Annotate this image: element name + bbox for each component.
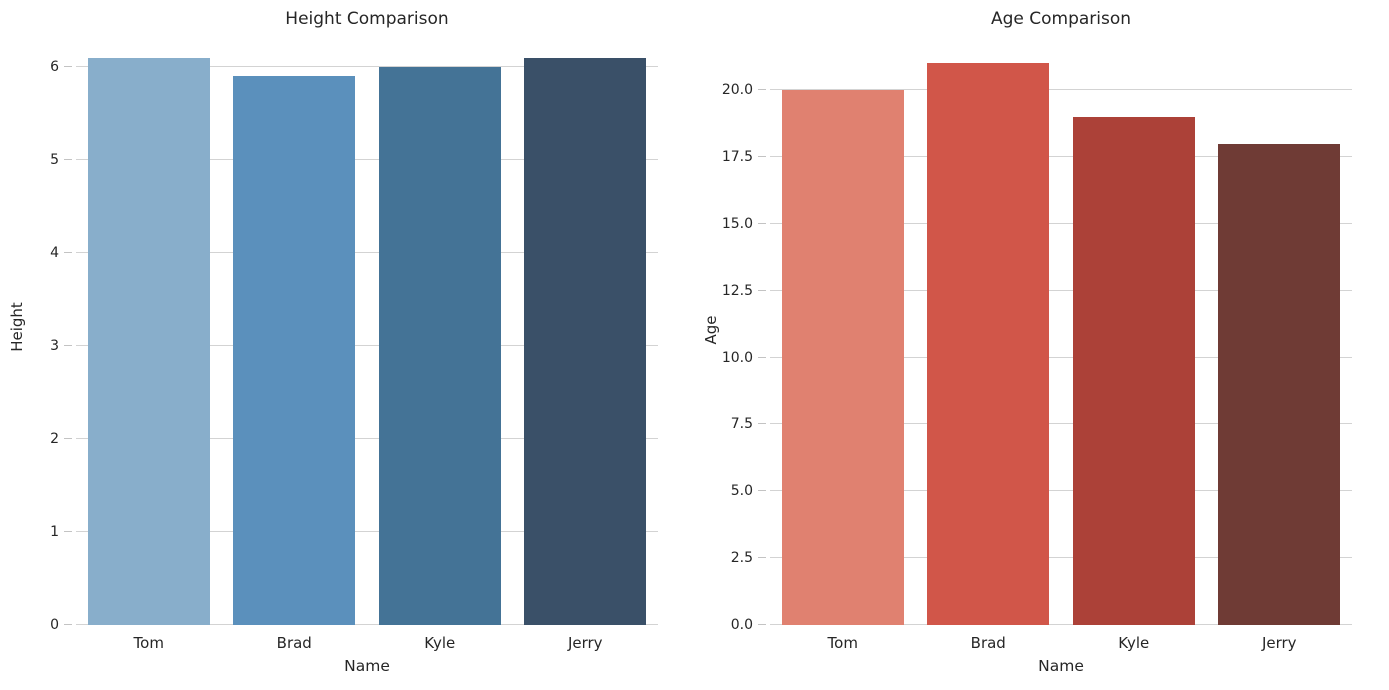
bar-jerry: [524, 57, 647, 625]
gridline: [770, 557, 1352, 559]
y-tick-mark: [64, 66, 72, 68]
gridline: [770, 222, 1352, 224]
y-tick-label: 15.0: [721, 215, 753, 232]
gridline: [770, 423, 1352, 425]
y-tick-mark: [758, 155, 766, 157]
gridline: [770, 490, 1352, 492]
y-tick-label: 2.5: [730, 550, 753, 567]
bar-kyle: [378, 67, 501, 625]
height-comparison-chart: Height Comparison Height 0 1 2 3 4 5 6 Tom Brad K…: [0, 0, 694, 690]
y-tick-mark: [758, 490, 766, 492]
x-tick-label: Brad: [970, 634, 1006, 652]
x-tick-label: Jerry: [567, 634, 603, 652]
x-tick-label: Tom: [133, 634, 164, 652]
y-tick-label: 10.0: [721, 349, 753, 366]
gridline: [76, 531, 658, 533]
x-tick-label: Brad: [276, 634, 312, 652]
plot-area: 0.0 2.5 5.0 7.5 10.0 12.5 15.0 17.5 20.0 Tom Brad K…: [722, 35, 1352, 652]
y-tick-mark: [758, 557, 766, 559]
y-tick-mark: [758, 624, 766, 625]
y-tick-mark: [64, 345, 72, 347]
y-tick-mark: [64, 159, 72, 161]
y-tick-mark: [64, 624, 72, 625]
y-tick-label: 6: [50, 59, 59, 76]
y-tick-mark: [758, 356, 766, 358]
y-tick-mark: [64, 252, 72, 254]
y-tick-label: 0.0: [730, 617, 753, 633]
x-tick-label: Jerry: [1261, 634, 1297, 652]
x-tick-label: Kyle: [1118, 634, 1150, 652]
bar-jerry: [1218, 143, 1341, 625]
y-axis-label: Age: [702, 315, 720, 345]
chart-title: Height Comparison: [285, 9, 449, 29]
y-tick-label: 1: [50, 524, 59, 541]
gridline: [770, 89, 1352, 91]
y-tick-label: 5.0: [730, 483, 753, 500]
y-tick-label: 3: [50, 338, 59, 355]
gridline: [76, 345, 658, 347]
gridline: [770, 356, 1352, 358]
y-tick-mark: [758, 222, 766, 224]
y-tick-label: 2: [50, 431, 59, 448]
gridline: [76, 66, 658, 68]
y-tick-mark: [758, 423, 766, 425]
gridline: [76, 159, 658, 161]
y-tick-label: 7.5: [730, 416, 753, 433]
y-tick-label: 12.5: [721, 282, 753, 299]
y-tick-label: 20.0: [721, 82, 753, 99]
y-tick-mark: [64, 438, 72, 440]
y-axis-label: Height: [8, 302, 26, 352]
gridline: [770, 289, 1352, 291]
x-axis-label: Name: [344, 657, 390, 675]
x-axis-label: Name: [1038, 657, 1084, 675]
gridline: [770, 624, 1352, 625]
y-tick-label: 17.5: [721, 148, 753, 165]
y-tick-label: 4: [50, 245, 59, 262]
x-tick-label: Tom: [827, 634, 858, 652]
gridline: [76, 624, 658, 625]
y-tick-mark: [758, 289, 766, 291]
age-comparison-chart: Age Comparison Age 0.0 2.5 5.0 7.5 10.0 12.5 1…: [694, 0, 1388, 690]
bar-kyle: [1072, 116, 1195, 625]
y-tick-mark: [64, 531, 72, 533]
plot-area: 0 1 2 3 4 5 6 Tom Brad Kyle Jerry: [50, 29, 658, 652]
y-tick-label: 0: [50, 617, 59, 633]
gridline: [76, 252, 658, 254]
gridline: [770, 155, 1352, 157]
bar-tom: [87, 57, 210, 625]
bar-brad: [927, 63, 1050, 625]
chart-title: Age Comparison: [990, 9, 1132, 29]
gridline: [76, 438, 658, 440]
y-tick-mark: [758, 89, 766, 91]
bar-brad: [233, 76, 356, 625]
bar-tom: [781, 90, 904, 625]
y-tick-label: 5: [50, 152, 59, 169]
x-tick-label: Kyle: [424, 634, 456, 652]
